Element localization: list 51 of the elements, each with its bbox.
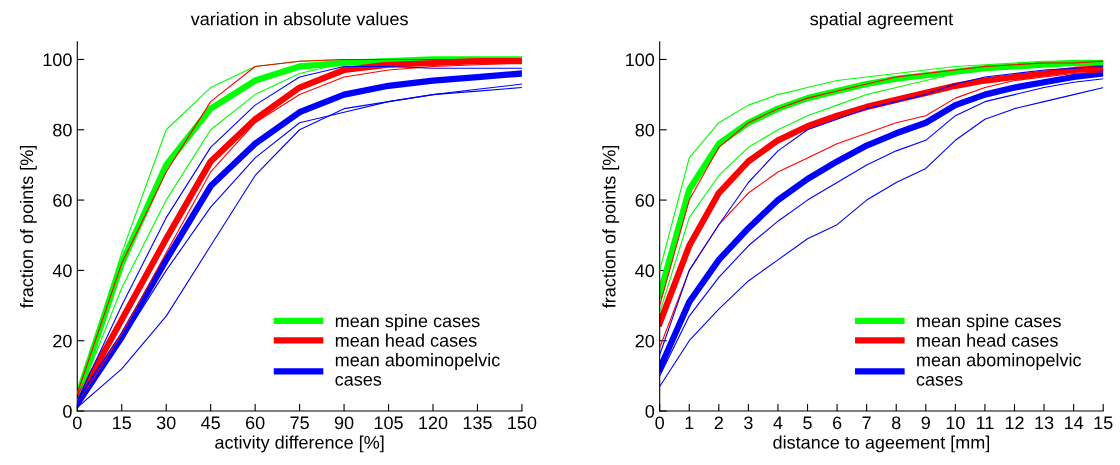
y-tick-label: 40 xyxy=(635,264,655,278)
x-tick-label: 3 xyxy=(744,416,753,430)
chart-title: spatial agreement xyxy=(810,12,954,29)
y-tick-label: 20 xyxy=(53,334,72,348)
y-axis-title: fraction of points [%] xyxy=(602,145,620,308)
x-tick-label: 0 xyxy=(655,416,664,430)
x-tick-label: 60 xyxy=(246,416,265,430)
legend-label: mean abominopelvic cases xyxy=(916,353,1082,386)
x-tick-label: 0 xyxy=(72,416,82,430)
x-axis-title: distance to ageement [mm] xyxy=(773,435,990,453)
x-tick-label: 90 xyxy=(334,416,354,430)
chart-title: variation in absolute values xyxy=(190,12,408,26)
x-tick-label: 9 xyxy=(921,416,930,430)
x-tick-label: 120 xyxy=(419,416,448,430)
x-tick-label: 150 xyxy=(508,416,537,430)
legend-label: mean head cases xyxy=(335,333,477,347)
y-tick-label: 80 xyxy=(635,123,655,137)
x-tick-label: 5 xyxy=(803,416,812,430)
x-tick-label: 105 xyxy=(374,416,403,430)
y-tick-label: 100 xyxy=(43,53,72,67)
legend-label: mean spine cases xyxy=(917,314,1061,331)
y-tick-label: 60 xyxy=(635,194,655,207)
x-tick-label: 13 xyxy=(1035,416,1054,430)
x-tick-label: 1 xyxy=(685,416,694,430)
x-tick-label: 7 xyxy=(862,416,871,430)
x-axis-title: activity difference [%] xyxy=(215,435,384,453)
legend-label: mean head cases xyxy=(917,333,1058,347)
x-tick-label: 135 xyxy=(463,416,492,430)
legend-label: mean abominopelvic cases xyxy=(335,353,500,386)
x-tick-label: 14 xyxy=(1064,416,1084,430)
x-tick-label: 2 xyxy=(714,416,723,430)
y-tick-label: 40 xyxy=(52,264,72,278)
x-tick-label: 45 xyxy=(201,416,220,430)
x-tick-label: 15 xyxy=(113,416,132,430)
y-tick-label: 0 xyxy=(63,404,72,418)
y-tick-label: 60 xyxy=(53,194,72,207)
y-axis-title: fraction of points [%] xyxy=(19,145,37,308)
x-tick-label: 6 xyxy=(832,416,842,430)
x-tick-label: 4 xyxy=(773,416,783,430)
y-tick-label: 0 xyxy=(645,404,655,418)
x-tick-label: 10 xyxy=(946,416,965,430)
y-tick-label: 100 xyxy=(626,53,655,67)
x-tick-label: 11 xyxy=(976,416,994,430)
legend-label: mean spine cases xyxy=(335,314,480,331)
x-tick-label: 30 xyxy=(156,416,176,430)
y-tick-label: 20 xyxy=(635,334,655,348)
y-tick-label: 80 xyxy=(53,123,72,137)
x-tick-label: 75 xyxy=(290,416,309,430)
x-tick-label: 15 xyxy=(1094,416,1113,430)
x-tick-label: 8 xyxy=(891,416,901,430)
x-tick-label: 12 xyxy=(1005,416,1024,430)
